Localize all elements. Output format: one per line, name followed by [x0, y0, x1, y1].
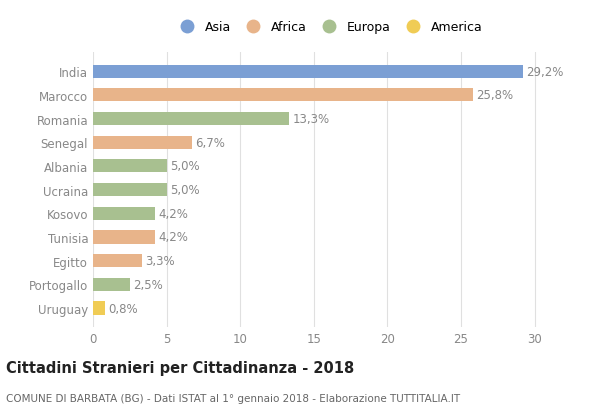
Bar	[93, 302, 105, 315]
Legend: Asia, Africa, Europa, America: Asia, Africa, Europa, America	[175, 21, 482, 34]
Text: 4,2%: 4,2%	[158, 207, 188, 220]
Text: 5,0%: 5,0%	[170, 160, 200, 173]
Text: 6,7%: 6,7%	[195, 137, 225, 149]
Bar	[93, 160, 167, 173]
Bar	[93, 184, 167, 197]
Text: 13,3%: 13,3%	[292, 113, 329, 126]
Bar	[93, 207, 155, 220]
Bar	[93, 113, 289, 126]
Text: 25,8%: 25,8%	[476, 89, 514, 102]
Text: 5,0%: 5,0%	[170, 184, 200, 197]
Bar	[93, 254, 142, 267]
Text: 4,2%: 4,2%	[158, 231, 188, 244]
Text: Cittadini Stranieri per Cittadinanza - 2018: Cittadini Stranieri per Cittadinanza - 2…	[6, 360, 354, 375]
Text: 2,5%: 2,5%	[133, 278, 163, 291]
Text: 0,8%: 0,8%	[109, 302, 138, 315]
Text: COMUNE DI BARBATA (BG) - Dati ISTAT al 1° gennaio 2018 - Elaborazione TUTTITALIA: COMUNE DI BARBATA (BG) - Dati ISTAT al 1…	[6, 393, 460, 403]
Bar	[93, 137, 191, 149]
Text: 3,3%: 3,3%	[145, 254, 175, 267]
Text: 29,2%: 29,2%	[526, 65, 564, 79]
Bar	[93, 89, 473, 102]
Bar	[93, 278, 130, 291]
Bar	[93, 65, 523, 79]
Bar	[93, 231, 155, 244]
